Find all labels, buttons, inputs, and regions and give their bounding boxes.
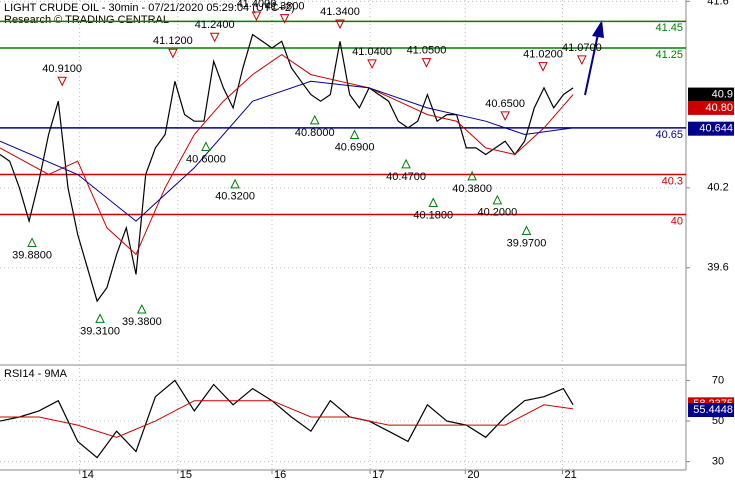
- low-marker: [349, 129, 360, 140]
- price-tag-label: 40.9: [712, 88, 733, 100]
- level-label: 40.3: [662, 175, 683, 187]
- x-tick-label: 16: [274, 469, 286, 480]
- low-label: 40.6000: [186, 153, 226, 165]
- high-marker: [421, 58, 432, 68]
- low-marker: [201, 141, 211, 152]
- x-tick-label: 20: [467, 469, 479, 480]
- level-label: 40: [671, 215, 683, 227]
- high-label: 41.0700: [562, 42, 602, 54]
- low-marker: [95, 313, 105, 323]
- forecast-arrow: [584, 20, 604, 96]
- y-tick-label: 30: [712, 456, 724, 468]
- high-label: 41.0200: [523, 49, 563, 61]
- high-label: 41.4000: [237, 0, 277, 10]
- low-marker: [521, 225, 532, 235]
- level-label: 41.45: [655, 22, 683, 34]
- price-tag-label: 40.80: [705, 102, 733, 114]
- low-label: 39.9700: [507, 237, 547, 249]
- low-marker: [492, 194, 503, 205]
- price-tag: [688, 402, 734, 417]
- high-label: 41.1200: [153, 35, 193, 47]
- chart-title: LIGHT CRUDE OIL - 30min - 07/21/2020 05:…: [4, 2, 295, 14]
- y-tick-label: 40.2: [707, 182, 728, 194]
- high-marker: [209, 32, 220, 43]
- high-label: 41.2400: [195, 19, 235, 31]
- high-label: 41.3400: [320, 6, 360, 18]
- low-marker: [428, 197, 439, 207]
- low-label: 39.8800: [12, 249, 52, 261]
- y-tick-label: 39.6: [707, 262, 728, 274]
- rsi-title: RSI14 - 9MA: [4, 368, 68, 380]
- low-marker: [230, 178, 240, 189]
- high-marker: [57, 76, 67, 87]
- price-tag: [688, 121, 734, 136]
- chart-subtitle: Research © TRADING CENTRAL: [4, 14, 169, 26]
- y-tick-label: 70: [712, 374, 724, 386]
- high-marker: [335, 19, 345, 30]
- arrow-head: [592, 20, 604, 38]
- low-marker: [467, 170, 477, 181]
- high-marker: [168, 48, 178, 59]
- price-tag-label: 40.644: [699, 123, 733, 135]
- low-label: 40.4700: [386, 171, 426, 183]
- low-label: 40.3800: [452, 183, 492, 195]
- series-line: [0, 400, 574, 438]
- low-label: 40.2000: [477, 207, 517, 219]
- low-label: 40.8000: [295, 127, 335, 139]
- x-tick-label: 15: [180, 469, 192, 480]
- high-label: 40.6500: [485, 98, 525, 110]
- x-tick-label: 14: [82, 469, 94, 480]
- high-label: 41.3800: [265, 1, 305, 13]
- price-tag: [688, 87, 734, 102]
- low-label: 40.3200: [215, 191, 255, 203]
- series-line: [0, 379, 574, 459]
- low-label: 40.1800: [413, 209, 453, 221]
- y-tick-label: 50: [712, 415, 724, 427]
- high-marker: [577, 55, 587, 66]
- series-line: [0, 33, 574, 303]
- low-label: 39.3100: [80, 325, 120, 337]
- high-marker: [279, 14, 290, 24]
- price-tag: [688, 100, 734, 115]
- low-marker: [27, 237, 37, 247]
- low-marker: [137, 303, 147, 314]
- high-label: 40.9100: [42, 63, 82, 75]
- high-label: 41.0500: [407, 45, 447, 57]
- level-label: 41.25: [655, 49, 683, 61]
- x-tick-label: 21: [564, 469, 576, 480]
- arrow-shaft: [584, 33, 599, 96]
- low-marker: [309, 114, 320, 125]
- low-label: 40.6900: [335, 141, 375, 153]
- high-marker: [500, 111, 510, 122]
- level-label: 40.65: [655, 129, 683, 141]
- series-line: [0, 53, 574, 256]
- high-marker: [367, 59, 377, 70]
- high-marker: [538, 62, 548, 72]
- series-line: [0, 80, 574, 222]
- high-marker: [251, 11, 262, 22]
- low-marker: [401, 158, 411, 169]
- low-label: 39.3800: [122, 316, 162, 328]
- high-label: 41.0400: [352, 46, 392, 58]
- price-tag-label: 55.4448: [693, 404, 733, 416]
- y-tick-label: 41.6: [707, 0, 728, 7]
- x-tick-label: 17: [372, 469, 384, 480]
